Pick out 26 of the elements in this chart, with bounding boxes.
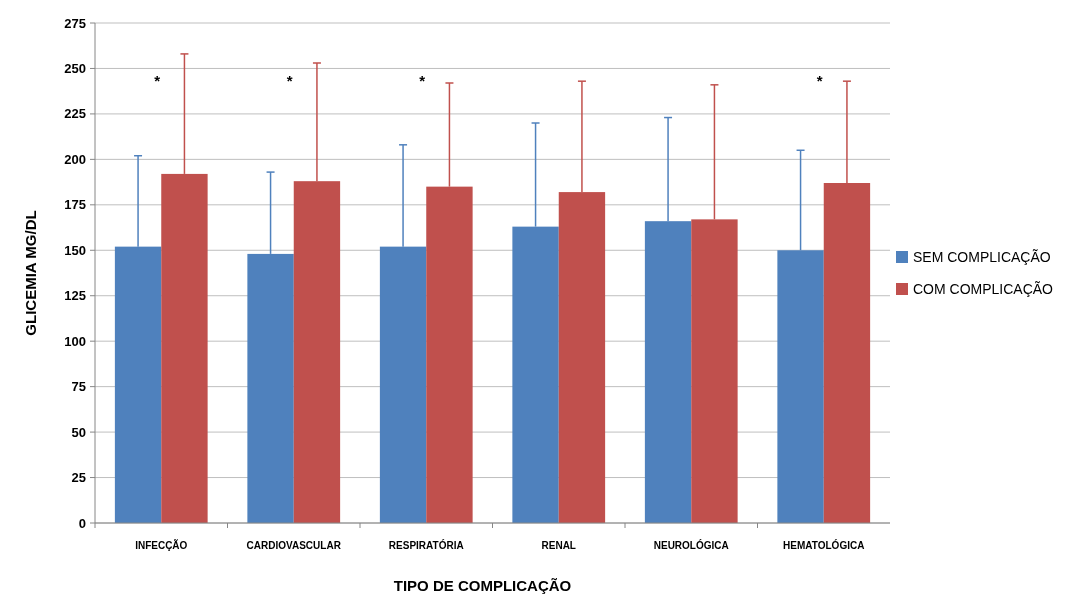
y-tick-label: 150: [64, 242, 86, 258]
y-tick-label: 175: [64, 197, 86, 213]
y-tick-label: 25: [71, 470, 86, 486]
y-tick-label: 225: [64, 106, 86, 122]
y-tick-label: 125: [64, 288, 86, 304]
x-tick-label: HEMATOLÓGICA: [783, 539, 865, 551]
annotation: *: [286, 71, 293, 89]
y-tick-label: 250: [64, 61, 86, 76]
y-tick-label: 75: [71, 379, 86, 395]
annotation: *: [154, 71, 161, 89]
x-tick-label: INFECÇÃO: [135, 539, 188, 551]
annotation: *: [816, 71, 823, 89]
y-tick-label: 200: [64, 151, 86, 167]
x-tick-label: RENAL: [541, 540, 576, 551]
x-tick-label: RESPIRATÓRIA: [388, 539, 464, 551]
y-tick-label: 100: [64, 333, 86, 349]
x-tick-label: NEUROLÓGICA: [653, 539, 729, 551]
y-tick-label: 275: [64, 15, 86, 31]
y-axis-title: GLICEMIA MG/DL: [22, 210, 39, 336]
y-tick-label: 50: [71, 424, 86, 440]
legend-label: COM COMPLICAÇÃO: [913, 280, 1054, 297]
x-tick-label: CARDIOVASCULAR: [246, 540, 342, 551]
legend-label: SEM COMPLICAÇÃO: [913, 248, 1051, 265]
y-tick-label: 0: [78, 515, 86, 531]
annotation: *: [419, 71, 426, 89]
x-axis-title: TIPO DE COMPLICAÇÃO: [393, 577, 572, 594]
